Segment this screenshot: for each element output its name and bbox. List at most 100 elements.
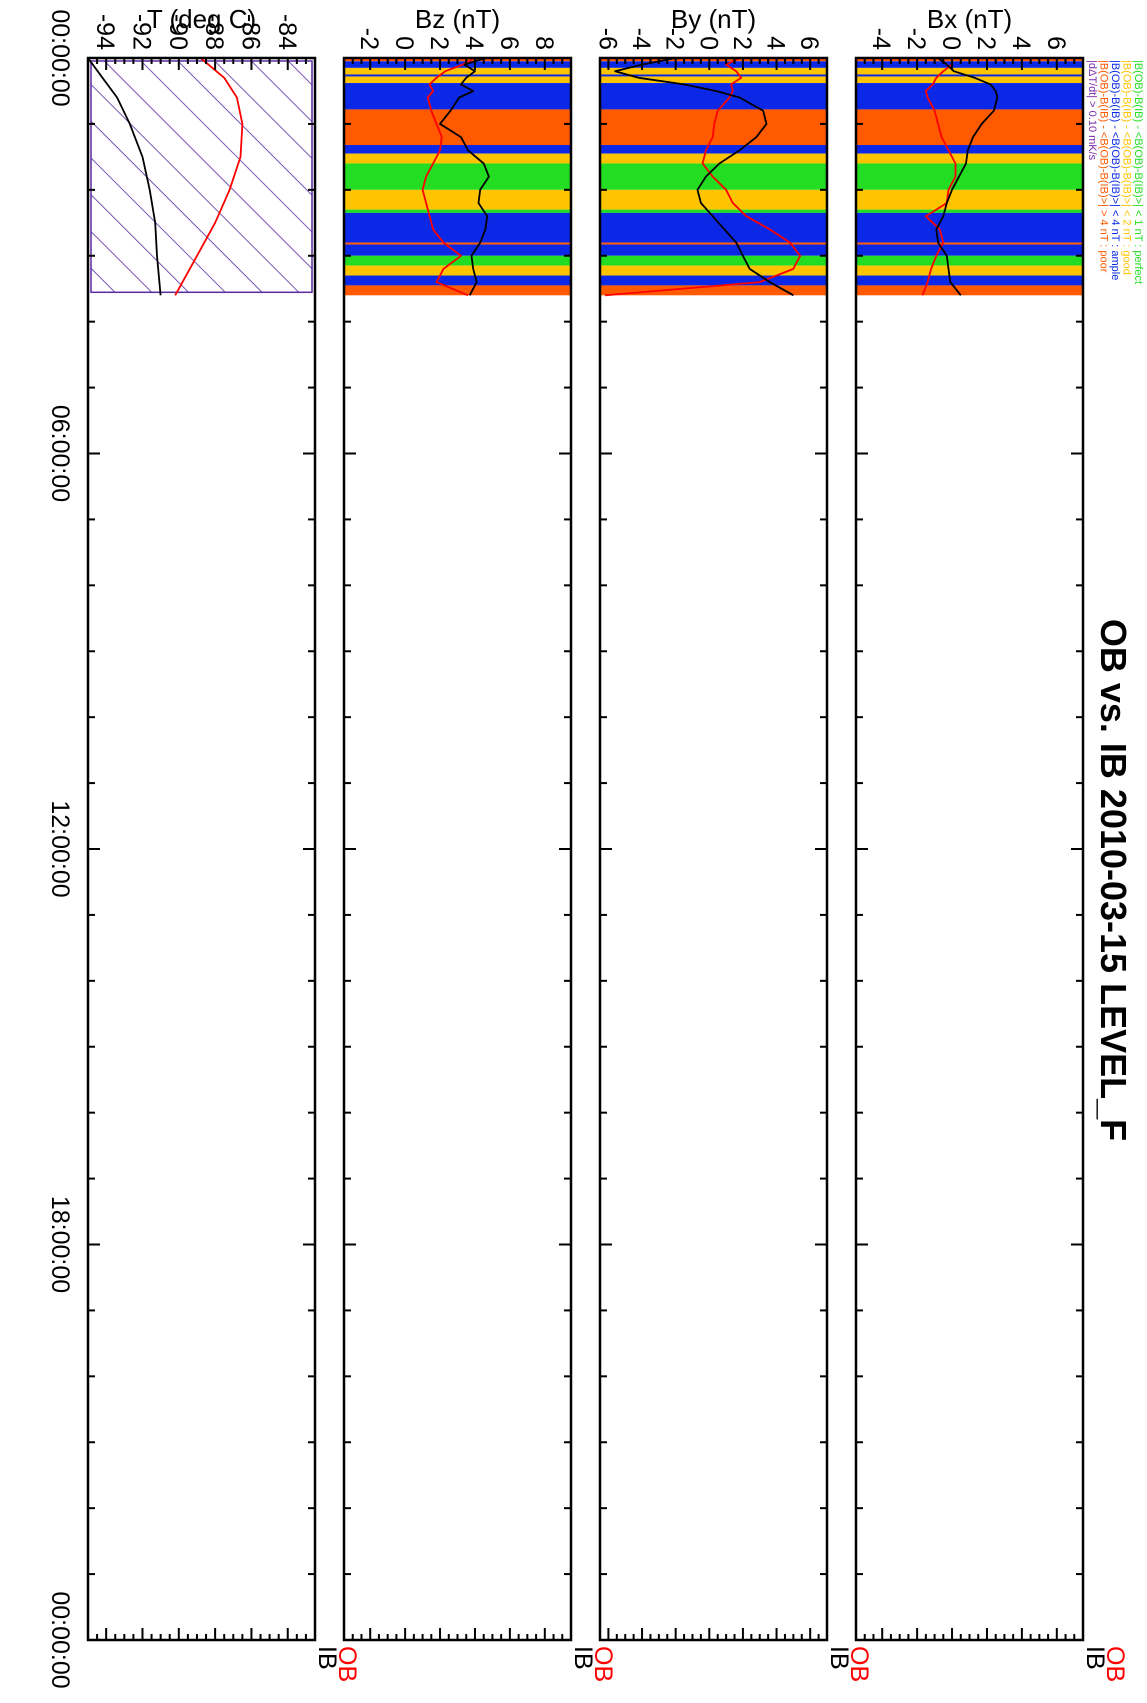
series-line-ob	[174, 57, 244, 296]
y-tick-label: 2	[425, 36, 453, 50]
y-tick-label: -2	[661, 28, 689, 50]
y-tick-label: -6	[593, 28, 621, 50]
quality-band	[600, 67, 827, 75]
series-line-ob	[921, 58, 957, 296]
quality-band	[856, 212, 1083, 243]
series-line-ib	[935, 57, 999, 296]
quality-band	[600, 275, 827, 286]
quality-band	[344, 153, 571, 164]
quality-band	[856, 67, 1083, 75]
quality-band	[600, 61, 827, 68]
quality-band	[856, 189, 1083, 210]
legend-entry: |B(OB)-B(IB) - <B(OB)-B(IB)>| < 4 nT : a…	[1109, 60, 1121, 280]
quality-band	[856, 275, 1083, 286]
quality-band	[856, 265, 1083, 276]
panel-frame	[86, 56, 317, 1642]
series-line-ob	[604, 57, 802, 297]
y-axis-label: Bx (nT)	[927, 4, 1012, 34]
y-tick-label: -90	[164, 14, 192, 50]
quality-band	[600, 209, 827, 213]
quality-band	[600, 255, 827, 266]
time-tick-label: 18:00:00	[46, 1196, 74, 1293]
series-tag-ib: IB	[313, 1646, 341, 1670]
y-axis-label: Bz (nT)	[415, 4, 500, 34]
legend-entry: |B(OB)-B(IB) - <B(OB)-B(IB)>| < 2 nT : g…	[1121, 60, 1133, 275]
time-tick-label: 06:00:00	[46, 405, 74, 502]
quality-band	[600, 212, 827, 243]
series-line-ib	[87, 57, 162, 296]
quality-band	[856, 163, 1083, 190]
quality-band	[344, 76, 571, 84]
quality-band	[600, 76, 827, 84]
series-tag-ob: OB	[589, 1646, 617, 1682]
quality-band	[344, 209, 571, 213]
quality-band	[344, 145, 571, 154]
quality-band	[600, 244, 827, 256]
quality-band	[856, 244, 1083, 256]
series-tag-ib: IB	[569, 1646, 597, 1670]
y-tick-label: -2	[355, 28, 383, 50]
y-tick-label: 4	[1007, 36, 1035, 50]
y-tick-label: 4	[460, 36, 488, 50]
y-tick-label: 0	[390, 36, 418, 50]
quality-band	[344, 83, 571, 110]
series-line-ob	[421, 57, 476, 297]
quality-band	[600, 285, 827, 296]
quality-band	[856, 242, 1083, 245]
quality-band	[344, 275, 571, 286]
quality-band	[856, 145, 1083, 154]
legend-entry: |B(OB)-B(IB) - <B(OB)-B(IB)>| > 4 nT : p…	[1098, 60, 1110, 273]
y-axis-label: By (nT)	[671, 4, 756, 34]
y-tick-label: 6	[795, 36, 823, 50]
quality-band	[856, 255, 1083, 266]
y-tick-label: -94	[91, 14, 119, 50]
quality-band	[600, 242, 827, 245]
legend-entry: |B(OB)-B(IB) - <B(OB)-B(IB)>| < 1 nT : p…	[1132, 60, 1144, 284]
y-tick-label: -84	[273, 14, 301, 50]
y-tick-label: 8	[530, 36, 558, 50]
y-tick-label: 6	[1042, 36, 1070, 50]
y-tick-label: -88	[200, 14, 228, 50]
quality-band	[344, 255, 571, 266]
rotated-plot: OB vs. IB 2010-03-15 LEVEL_F |B(OB)-B(IB)…	[46, 4, 1144, 1689]
y-tick-label: 0	[937, 36, 965, 50]
quality-band	[600, 145, 827, 154]
quality-band	[344, 163, 571, 190]
y-tick-label: -4	[867, 28, 895, 50]
quality-band	[856, 209, 1083, 213]
hatched-interval	[90, 60, 313, 294]
y-tick-label: -4	[627, 28, 655, 50]
chart-title: OB vs. IB 2010-03-15 LEVEL_F	[1093, 619, 1134, 1141]
quality-band	[344, 212, 571, 243]
quality-band	[344, 189, 571, 210]
time-tick-label: 00:00:00	[46, 9, 74, 106]
series-tag-ob: OB	[1101, 1646, 1129, 1682]
quality-band	[600, 265, 827, 276]
quality-band	[856, 61, 1083, 68]
quality-band	[344, 74, 571, 77]
series-line-ib	[439, 57, 490, 296]
quality-band	[856, 76, 1083, 84]
quality-band	[856, 285, 1083, 296]
series-tag-ob: OB	[333, 1646, 361, 1682]
series-tag-ob: OB	[845, 1646, 873, 1682]
series-line-ib	[614, 57, 794, 297]
series-tag-ib: IB	[825, 1646, 853, 1670]
quality-band	[344, 265, 571, 276]
y-tick-label: 4	[762, 36, 790, 50]
time-tick-label: 12:00:00	[46, 800, 74, 897]
quality-band	[856, 83, 1083, 110]
quality-band	[344, 242, 571, 245]
y-tick-label: -92	[127, 14, 155, 50]
y-tick-label: 2	[728, 36, 756, 50]
legend-entry: |dΔT/dt| > 0.10 mK/s	[1086, 60, 1098, 161]
quality-band	[344, 67, 571, 75]
y-tick-label: 2	[972, 36, 1000, 50]
quality-band	[856, 153, 1083, 164]
y-tick-label: -86	[236, 14, 264, 50]
